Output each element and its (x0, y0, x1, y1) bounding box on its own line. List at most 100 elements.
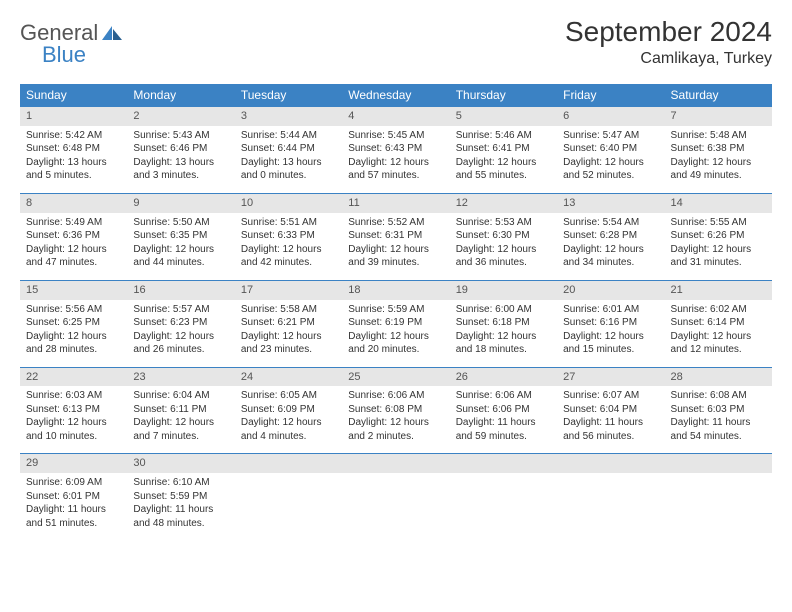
sunrise-text: Sunrise: 6:01 AM (563, 303, 658, 317)
day-number: 19 (450, 281, 557, 300)
daylight-text: Daylight: 11 hours and 56 minutes. (563, 416, 658, 443)
day-number (235, 454, 342, 473)
day-body: Sunrise: 5:56 AMSunset: 6:25 PMDaylight:… (20, 300, 127, 367)
day-cell: 11Sunrise: 5:52 AMSunset: 6:31 PMDayligh… (342, 193, 449, 280)
daylight-text: Daylight: 12 hours and 49 minutes. (671, 156, 766, 183)
sunrise-text: Sunrise: 5:45 AM (348, 129, 443, 143)
day-header: Thursday (450, 84, 557, 107)
sunset-text: Sunset: 6:18 PM (456, 316, 551, 330)
day-body: Sunrise: 5:59 AMSunset: 6:19 PMDaylight:… (342, 300, 449, 367)
day-cell (557, 454, 664, 540)
sunset-text: Sunset: 6:13 PM (26, 403, 121, 417)
daylight-text: Daylight: 12 hours and 18 minutes. (456, 330, 551, 357)
day-body: Sunrise: 5:55 AMSunset: 6:26 PMDaylight:… (665, 213, 772, 280)
day-cell: 29Sunrise: 6:09 AMSunset: 6:01 PMDayligh… (20, 454, 127, 540)
sunrise-text: Sunrise: 6:05 AM (241, 389, 336, 403)
sunrise-text: Sunrise: 5:44 AM (241, 129, 336, 143)
sunset-text: Sunset: 6:11 PM (133, 403, 228, 417)
month-title: September 2024 (565, 16, 772, 48)
sunrise-text: Sunrise: 6:09 AM (26, 476, 121, 490)
day-number: 3 (235, 107, 342, 126)
daylight-text: Daylight: 12 hours and 2 minutes. (348, 416, 443, 443)
sunset-text: Sunset: 6:08 PM (348, 403, 443, 417)
day-cell: 19 Sunrise: 6:00 AMSunset: 6:18 PMDayligh… (450, 280, 557, 367)
day-cell: 24Sunrise: 6:05 AMSunset: 6:09 PMDayligh… (235, 367, 342, 454)
sunset-text: Sunset: 6:30 PM (456, 229, 551, 243)
sunset-text: Sunset: 6:01 PM (26, 490, 121, 504)
sunrise-text: Sunrise: 6:00 AM (456, 303, 551, 317)
day-number: 8 (20, 194, 127, 213)
daylight-text: Daylight: 12 hours and 4 minutes. (241, 416, 336, 443)
daylight-text: Daylight: 12 hours and 44 minutes. (133, 243, 228, 270)
week-row: 8Sunrise: 5:49 AMSunset: 6:36 PMDaylight… (20, 193, 772, 280)
day-number (665, 454, 772, 473)
sunset-text: Sunset: 6:44 PM (241, 142, 336, 156)
sunrise-text: Sunrise: 5:56 AM (26, 303, 121, 317)
day-body: Sunrise: 6:05 AMSunset: 6:09 PMDaylight:… (235, 386, 342, 453)
sunrise-text: Sunrise: 6:06 AM (456, 389, 551, 403)
day-body: Sunrise: 6:06 AMSunset: 6:08 PMDaylight:… (342, 386, 449, 453)
sunset-text: Sunset: 6:38 PM (671, 142, 766, 156)
calendar-table: SundayMondayTuesdayWednesdayThursdayFrid… (20, 84, 772, 540)
day-number: 7 (665, 107, 772, 126)
daylight-text: Daylight: 13 hours and 3 minutes. (133, 156, 228, 183)
day-number: 25 (342, 368, 449, 387)
day-cell: 20Sunrise: 6:01 AMSunset: 6:16 PMDayligh… (557, 280, 664, 367)
day-header: Wednesday (342, 84, 449, 107)
location-label: Camlikaya, Turkey (565, 50, 772, 68)
day-number: 30 (127, 454, 234, 473)
day-number: 24 (235, 368, 342, 387)
logo: General Blue (20, 16, 130, 76)
day-number: 26 (450, 368, 557, 387)
daylight-text: Daylight: 12 hours and 28 minutes. (26, 330, 121, 357)
sunrise-text: Sunrise: 5:50 AM (133, 216, 228, 230)
day-number (450, 454, 557, 473)
sunset-text: Sunset: 6:03 PM (671, 403, 766, 417)
day-cell (235, 454, 342, 540)
day-cell: 17Sunrise: 5:58 AMSunset: 6:21 PMDayligh… (235, 280, 342, 367)
day-cell: 23Sunrise: 6:04 AMSunset: 6:11 PMDayligh… (127, 367, 234, 454)
day-body (557, 473, 664, 523)
sunrise-text: Sunrise: 5:43 AM (133, 129, 228, 143)
day-cell: 9Sunrise: 5:50 AMSunset: 6:35 PMDaylight… (127, 193, 234, 280)
day-cell: 15Sunrise: 5:56 AMSunset: 6:25 PMDayligh… (20, 280, 127, 367)
day-body: Sunrise: 5:48 AMSunset: 6:38 PMDaylight:… (665, 126, 772, 193)
day-cell: 6Sunrise: 5:47 AMSunset: 6:40 PMDaylight… (557, 107, 664, 194)
daylight-text: Daylight: 13 hours and 5 minutes. (26, 156, 121, 183)
day-body: Sunrise: 6:09 AMSunset: 6:01 PMDaylight:… (20, 473, 127, 540)
sunset-text: Sunset: 6:14 PM (671, 316, 766, 330)
day-cell: 27Sunrise: 6:07 AMSunset: 6:04 PMDayligh… (557, 367, 664, 454)
sunrise-text: Sunrise: 5:51 AM (241, 216, 336, 230)
day-number: 15 (20, 281, 127, 300)
day-number (557, 454, 664, 473)
day-number: 27 (557, 368, 664, 387)
sunrise-text: Sunrise: 6:03 AM (26, 389, 121, 403)
sunrise-text: Sunrise: 5:55 AM (671, 216, 766, 230)
day-number: 6 (557, 107, 664, 126)
day-cell: 25Sunrise: 6:06 AMSunset: 6:08 PMDayligh… (342, 367, 449, 454)
sunrise-text: Sunrise: 6:04 AM (133, 389, 228, 403)
daylight-text: Daylight: 12 hours and 42 minutes. (241, 243, 336, 270)
sunrise-text: Sunrise: 5:49 AM (26, 216, 121, 230)
day-number: 28 (665, 368, 772, 387)
sunset-text: Sunset: 6:21 PM (241, 316, 336, 330)
day-cell: 10Sunrise: 5:51 AMSunset: 6:33 PMDayligh… (235, 193, 342, 280)
daylight-text: Daylight: 12 hours and 23 minutes. (241, 330, 336, 357)
daylight-text: Daylight: 12 hours and 47 minutes. (26, 243, 121, 270)
day-number: 29 (20, 454, 127, 473)
logo-sail-icon (102, 26, 124, 40)
daylight-text: Daylight: 11 hours and 54 minutes. (671, 416, 766, 443)
day-body: Sunrise: 6:08 AMSunset: 6:03 PMDaylight:… (665, 386, 772, 453)
sunset-text: Sunset: 6:25 PM (26, 316, 121, 330)
sunrise-text: Sunrise: 6:07 AM (563, 389, 658, 403)
day-cell: 13Sunrise: 5:54 AMSunset: 6:28 PMDayligh… (557, 193, 664, 280)
sunrise-text: Sunrise: 6:08 AM (671, 389, 766, 403)
sunset-text: Sunset: 6:46 PM (133, 142, 228, 156)
day-header: Friday (557, 84, 664, 107)
day-cell: 26Sunrise: 6:06 AMSunset: 6:06 PMDayligh… (450, 367, 557, 454)
day-cell: 18Sunrise: 5:59 AMSunset: 6:19 PMDayligh… (342, 280, 449, 367)
calendar-body: 1Sunrise: 5:42 AMSunset: 6:48 PMDaylight… (20, 107, 772, 541)
day-header: Monday (127, 84, 234, 107)
sunset-text: Sunset: 6:48 PM (26, 142, 121, 156)
sunset-text: Sunset: 6:09 PM (241, 403, 336, 417)
